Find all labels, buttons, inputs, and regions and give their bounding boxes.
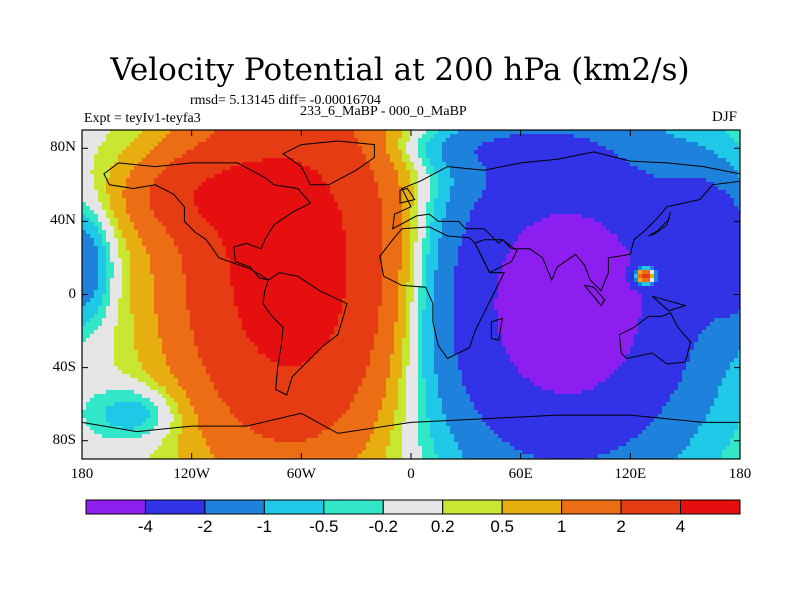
coastline-europe-asia <box>392 151 740 292</box>
x-tick-label: 0 <box>407 466 415 482</box>
experiment-label: Expt = teyIv1-teyfa3 <box>84 111 201 126</box>
y-tick-label: 40S <box>52 358 76 375</box>
colorbar-swatch <box>85 499 146 515</box>
colorbar-label: -1 <box>256 517 272 536</box>
coastline-greenland <box>282 140 375 186</box>
season-label: DJF <box>712 109 738 125</box>
coastline-madagascar <box>490 317 504 341</box>
rmsd-diff-stats: rmsd= 5.13145 diff= -0.00016704 <box>190 93 381 108</box>
y-tick-label: 80N <box>50 139 76 156</box>
coastline-antarctica <box>82 412 740 459</box>
coastlines <box>82 140 740 459</box>
x-tick-label: 60W <box>286 466 316 482</box>
x-tick-label: 180 <box>70 466 94 482</box>
colorbar <box>85 499 741 515</box>
contour-field <box>82 130 740 459</box>
colorbar-label: 1 <box>556 517 567 536</box>
colorbar-swatch <box>382 499 444 515</box>
coastline-borneo-sumatra <box>583 284 606 307</box>
coastline-south-america <box>262 272 348 396</box>
colorbar-swatch <box>144 499 206 515</box>
coastline-uk <box>399 187 416 204</box>
x-tick-label: 60E <box>508 466 533 482</box>
colorbar-swatch <box>501 499 563 515</box>
colorbar-swatch <box>323 499 384 515</box>
colorbar-label: 2 <box>616 517 626 536</box>
colorbar-label: -4 <box>137 517 154 536</box>
colorbar-label: 0.5 <box>490 517 514 536</box>
coastline-north-america <box>103 162 312 281</box>
coastline-australia <box>618 312 692 365</box>
coastline-arabia <box>474 239 518 274</box>
colorbar-swatch <box>620 499 682 515</box>
colorbar-label: 4 <box>675 517 686 536</box>
colorbar-swatch <box>204 499 265 515</box>
colorbar-swatch <box>680 499 741 515</box>
chart-title: Velocity Potential at 200 hPa (km2/s) <box>110 52 690 88</box>
colorbar-label: -0.5 <box>309 517 339 536</box>
colorbar-swatch <box>442 499 503 515</box>
coastline-new-guinea <box>651 295 687 312</box>
coastline-africa <box>379 226 506 360</box>
x-tick-label: 120E <box>614 466 647 482</box>
period-label: 233_6_MaBP - 000_0_MaBP <box>300 104 467 119</box>
colorbar-label: 0.2 <box>430 517 455 536</box>
y-tick-label: 40N <box>50 212 76 229</box>
coastline-japan <box>648 212 671 237</box>
y-tick-label: 0 <box>68 285 77 302</box>
colorbar-swatch <box>561 499 622 515</box>
y-tick-label: 80S <box>52 431 76 448</box>
x-tick-label: 120W <box>173 466 210 482</box>
axis-ticks <box>81 130 741 459</box>
colorbar-swatch <box>263 499 325 515</box>
x-tick-label: 180 <box>728 466 752 482</box>
colorbar-label: -0.2 <box>368 517 398 536</box>
colorbar-label: -2 <box>197 517 213 536</box>
